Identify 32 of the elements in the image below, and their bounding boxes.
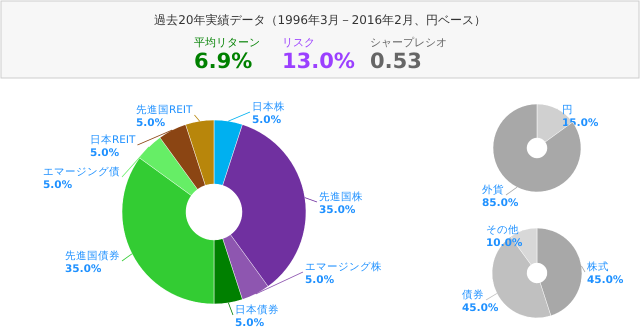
data-label: 5.0% bbox=[252, 114, 282, 126]
data-label: 5.0% bbox=[90, 147, 120, 159]
text: 0.53 bbox=[370, 49, 422, 73]
text: 過去20年実績データ（1996年3月－2016年2月、円ベース） bbox=[154, 13, 486, 27]
data-label: 45.0% bbox=[462, 302, 499, 314]
slice-label: 先進国債券 bbox=[65, 249, 120, 262]
data-label: 5.0% bbox=[305, 274, 335, 286]
text: 平均リターン bbox=[194, 36, 260, 49]
slice-label: 日本REIT bbox=[90, 133, 136, 146]
text: 13.0% bbox=[282, 49, 355, 73]
text: 6.9% bbox=[194, 49, 252, 73]
slice-label: その他 bbox=[486, 224, 519, 236]
slice-label: 先進国REIT bbox=[136, 103, 194, 116]
slice-label: 日本債券 bbox=[235, 303, 279, 316]
data-label: 5.0% bbox=[136, 117, 166, 129]
data-label: 35.0% bbox=[65, 263, 102, 275]
data-label: 85.0% bbox=[482, 197, 519, 209]
slice-label: エマージング株 bbox=[305, 260, 382, 273]
data-label: 45.0% bbox=[587, 274, 624, 286]
slice-label: 円 bbox=[562, 104, 573, 116]
slice-label: 日本株 bbox=[252, 100, 285, 113]
data-label: 5.0% bbox=[43, 179, 73, 191]
slice-label: 債券 bbox=[462, 288, 484, 301]
slice-label: 先進国株 bbox=[319, 190, 363, 203]
text: リスク bbox=[282, 36, 315, 49]
data-label: 5.0% bbox=[235, 317, 265, 329]
slice-label: 株式 bbox=[586, 260, 609, 273]
slice-label: エマージング債 bbox=[43, 166, 120, 178]
data-label: 10.0% bbox=[486, 237, 523, 249]
slice-label: 外貨 bbox=[482, 183, 504, 196]
text: シャープレシオ bbox=[370, 36, 447, 49]
data-label: 35.0% bbox=[319, 204, 356, 216]
